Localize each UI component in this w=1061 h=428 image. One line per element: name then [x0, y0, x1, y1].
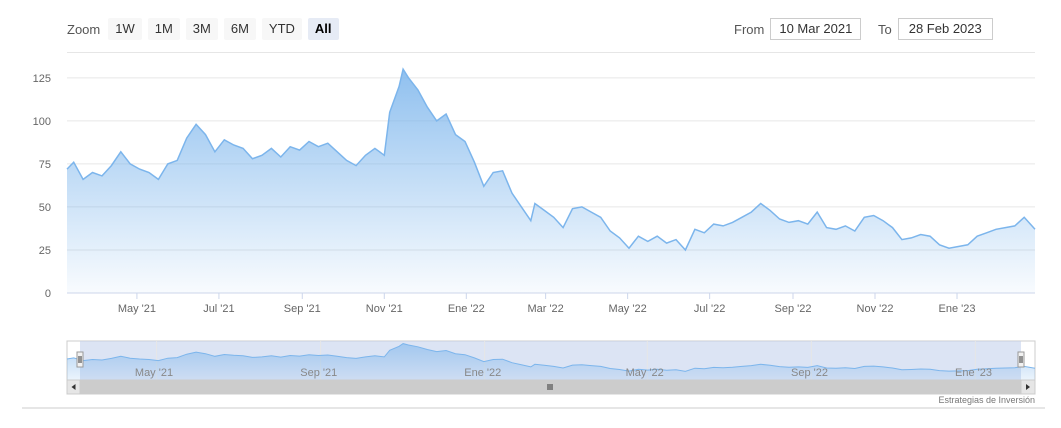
arrow-left-icon — [71, 384, 76, 390]
x-tick-label: Nov '21 — [366, 303, 403, 315]
arrow-right-icon — [1026, 384, 1030, 390]
to-date-input[interactable]: 28 Feb 2023 — [897, 18, 993, 40]
x-tick-label: Jul '22 — [694, 303, 725, 315]
navigator-label: May '22 — [626, 367, 664, 379]
from-date-input[interactable]: 10 Mar 2021 — [770, 18, 862, 40]
zoom-all-button[interactable]: All — [307, 18, 339, 40]
y-tick-label: 75 — [39, 159, 51, 171]
range-to: To 28 Feb 2023 — [878, 18, 993, 40]
y-tick-label: 100 — [33, 116, 51, 128]
zoom-1m-button[interactable]: 1M — [147, 18, 180, 40]
scrollbar[interactable] — [66, 379, 1036, 395]
x-tick-label: Ene '23 — [939, 303, 976, 315]
y-tick-label: 125 — [33, 73, 51, 85]
from-label: From — [734, 21, 765, 37]
x-tick-label: Ene '22 — [448, 303, 485, 315]
navigator-label: Ene '23 — [955, 367, 992, 379]
x-axis: May '21 Jul '21 Sep '21 Nov '21 Ene '22 Mar '… — [118, 293, 976, 315]
range-from: From 10 Mar 2021 — [734, 18, 862, 40]
zoom-bar: Zoom 1W 1M 3M 6M YTD All — [67, 18, 345, 40]
credits-label: Estrategias de Inversión — [938, 395, 1035, 405]
zoom-3m-button[interactable]: 3M — [185, 18, 218, 40]
navigator[interactable]: May '21 Sep '21 Ene '22 May '22 Sep '22 Ene '… — [66, 340, 1036, 381]
x-tick-label: Nov '22 — [857, 303, 894, 315]
navigator-label: May '21 — [135, 367, 173, 379]
x-tick-label: May '22 — [609, 303, 647, 315]
y-tick-label: 25 — [39, 245, 51, 257]
navigator-label: Sep '22 — [791, 367, 828, 379]
navigator-handle-left[interactable] — [76, 351, 84, 368]
navigator-line — [66, 343, 1036, 372]
y-axis: 0 25 50 75 100 125 — [33, 73, 51, 300]
navigator-label: Sep '21 — [300, 367, 337, 379]
navigator-area — [67, 343, 1035, 380]
navigator-label: Ene '22 — [464, 367, 501, 379]
y-tick-label: 0 — [45, 288, 51, 300]
price-line — [66, 67, 1036, 252]
navigator-handle-right[interactable] — [1017, 351, 1025, 368]
y-tick-label: 50 — [39, 202, 51, 214]
zoom-label: Zoom — [67, 21, 101, 37]
zoom-ytd-button[interactable]: YTD — [261, 18, 302, 40]
zoom-1w-button[interactable]: 1W — [108, 18, 142, 40]
x-tick-label: Mar '22 — [527, 303, 563, 315]
x-tick-label: Jul '21 — [203, 303, 234, 315]
x-tick-label: Sep '22 — [775, 303, 812, 315]
x-tick-label: May '21 — [118, 303, 156, 315]
x-tick-label: Sep '21 — [284, 303, 321, 315]
price-area — [67, 69, 1035, 293]
zoom-6m-button[interactable]: 6M — [223, 18, 256, 40]
scrollbar-grip-icon — [547, 384, 553, 390]
navigator-labels: May '21 Sep '21 Ene '22 May '22 Sep '22 Ene '… — [135, 367, 992, 379]
to-label: To — [878, 21, 892, 37]
